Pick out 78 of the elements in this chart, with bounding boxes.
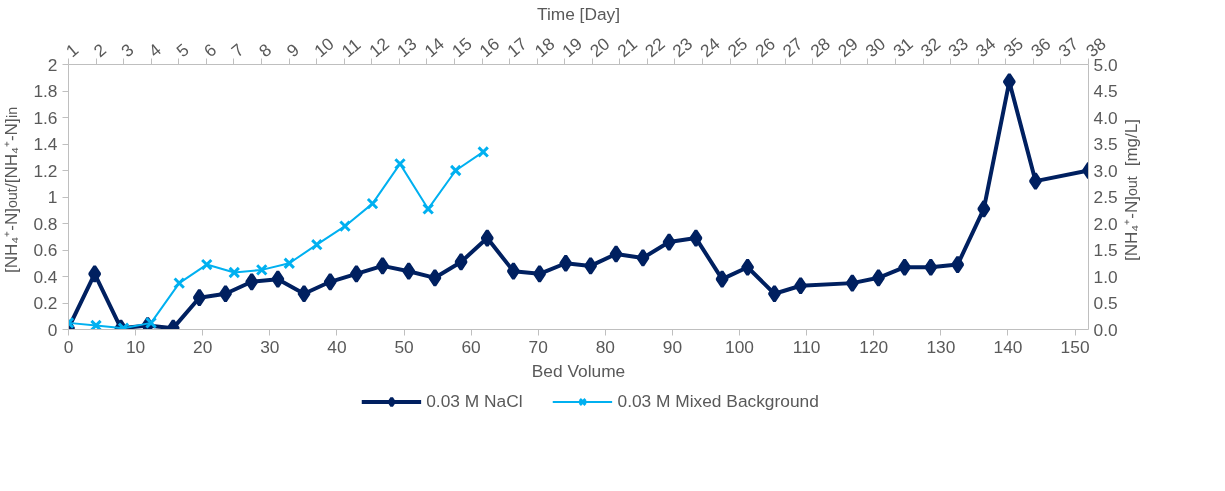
y2-tick-label: 4.5 <box>1093 81 1118 101</box>
x2-tick-label: 33 <box>944 33 972 62</box>
y-tick-label: 1.8 <box>33 81 58 101</box>
x-axis-title: Bed Volume <box>531 360 626 381</box>
x-tick-label: 60 <box>461 336 481 357</box>
x-tick-label: 40 <box>327 336 347 357</box>
x2-tick-label: 6 <box>199 39 221 62</box>
legend-label: 0.03 M NaCl <box>426 390 523 412</box>
x2-tick-label: 3 <box>117 39 138 62</box>
y2-tick-label: 2.5 <box>1093 187 1118 207</box>
y2-tick-label: 3.5 <box>1093 134 1118 154</box>
x2-tick-label: 4 <box>144 39 166 62</box>
x-tick-label: 70 <box>528 336 548 357</box>
x2-tick-label: 32 <box>916 33 945 62</box>
x2-tick-label: 13 <box>392 33 421 62</box>
x2-tick-label: 36 <box>1026 33 1055 62</box>
x2-tick-label: 26 <box>751 33 779 62</box>
x-tick-label: 0 <box>63 336 74 357</box>
y2-tick-label: 1.5 <box>1093 240 1118 260</box>
x2-tick-label: 17 <box>503 33 531 62</box>
x-tick-label: 110 <box>792 336 821 357</box>
y-tick-label: 0.2 <box>33 293 58 313</box>
x-tick-label: 150 <box>1060 336 1090 357</box>
x2-tick-label: 35 <box>999 33 1027 62</box>
x2-tick-label: 2 <box>89 39 110 62</box>
x-tick-label: 100 <box>725 336 755 357</box>
x2-tick-label: 14 <box>420 33 449 62</box>
x2-tick-label: 37 <box>1054 33 1083 62</box>
y-tick-label: 1.4 <box>33 134 58 154</box>
x2-tick-label: 10 <box>310 33 338 62</box>
x2-tick-label: 31 <box>889 33 917 62</box>
y2-tick-label: 4.0 <box>1093 107 1118 128</box>
y2-tick-label: 1.0 <box>1093 266 1118 287</box>
x-tick-label: 90 <box>662 336 683 357</box>
x2-tick-label: 27 <box>778 33 807 62</box>
y-tick-label: 1.2 <box>33 160 58 181</box>
x2-tick-label: 16 <box>475 33 504 62</box>
y-tick-label: 0.6 <box>33 240 58 260</box>
legend-label: 0.03 M Mixed Background <box>617 390 819 412</box>
x-tick-label: 20 <box>193 336 213 357</box>
y2-tick-label: 2.0 <box>1093 213 1118 234</box>
x2-tick-label: 15 <box>448 33 476 62</box>
y-tick-label: 2 <box>47 54 58 75</box>
x-tick-label: 30 <box>260 336 280 357</box>
x-tick-label: 130 <box>926 336 956 357</box>
x2-tick-label: 8 <box>255 39 276 62</box>
x2-tick-label: 21 <box>613 33 642 62</box>
x2-tick-label: 5 <box>172 39 193 62</box>
x2-tick-label: 28 <box>806 33 835 62</box>
y2-tick-label: 3.0 <box>1093 160 1118 181</box>
x2-tick-label: 7 <box>227 39 248 62</box>
x2-tick-label: 24 <box>696 33 725 62</box>
y-tick-label: 1.6 <box>33 107 58 128</box>
y-tick-label: 0.8 <box>33 213 58 234</box>
y-tick-label: 0.4 <box>33 266 58 287</box>
x2-tick-label: 30 <box>861 33 890 62</box>
y2-tick-label: 0.5 <box>1093 293 1118 313</box>
x2-tick-label: 34 <box>971 33 1000 62</box>
x-tick-label: 10 <box>125 336 146 357</box>
x2-tick-label: 9 <box>282 39 303 62</box>
x2-tick-label: 1 <box>62 39 83 62</box>
x-tick-label: 80 <box>595 336 615 357</box>
x2-tick-label: 18 <box>530 33 559 62</box>
x2-tick-label: 25 <box>723 33 752 62</box>
x2-tick-label: 22 <box>640 33 669 62</box>
x2-tick-label: 11 <box>337 34 365 62</box>
x2-tick-label: 20 <box>585 33 614 62</box>
y2-tick-label: 0.0 <box>1093 319 1118 340</box>
x2-tick-label: 19 <box>558 33 586 62</box>
x-tick-label: 50 <box>394 336 414 357</box>
x-tick-label: 120 <box>859 336 889 357</box>
x2-tick-label: 23 <box>668 33 697 62</box>
x-tick-label: 140 <box>993 336 1023 357</box>
x2-tick-label: 29 <box>833 33 862 62</box>
y-tick-label: 1 <box>47 187 58 207</box>
x2-axis-title: Time [Day] <box>536 3 621 24</box>
y-tick-label: 0 <box>47 319 58 340</box>
x2-tick-label: 12 <box>365 33 393 62</box>
